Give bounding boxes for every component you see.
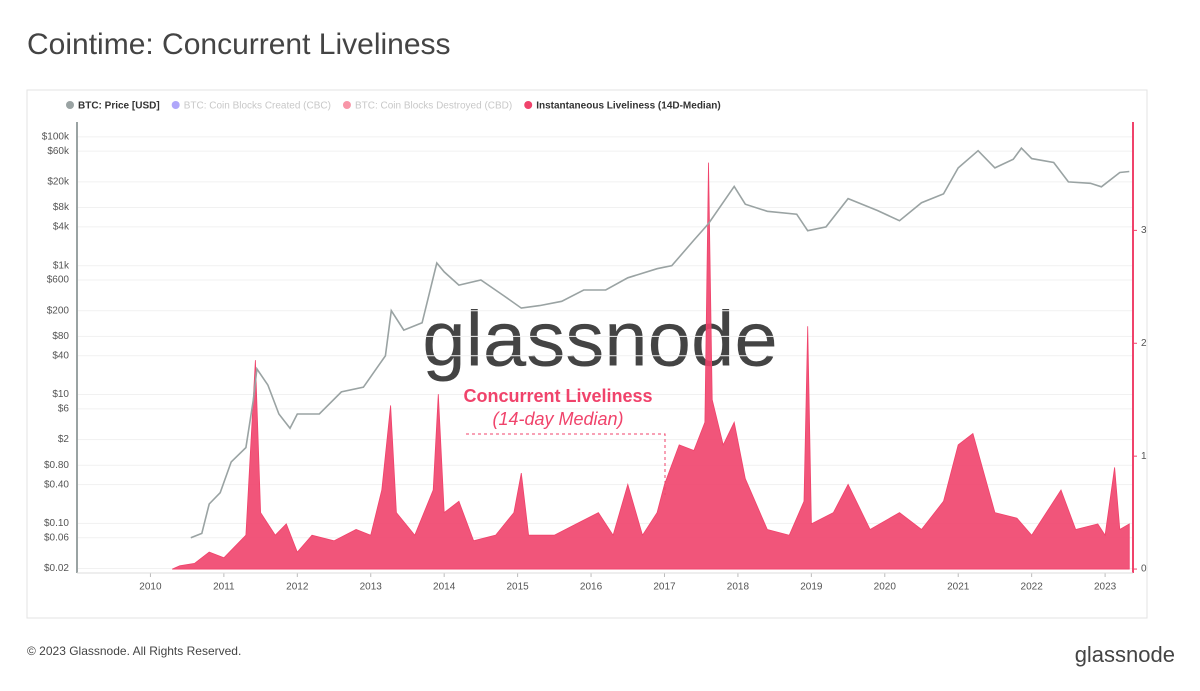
legend-swatch <box>342 101 351 109</box>
watermark: glassnode <box>422 295 778 383</box>
x-tick-label: 2015 <box>506 582 529 593</box>
y-tick-label: $200 <box>47 305 70 316</box>
annotation-leader <box>466 433 666 495</box>
y-tick-label: $4k <box>53 222 70 233</box>
x-tick-label: 2017 <box>653 582 676 593</box>
y-tick-label: $1k <box>53 260 70 271</box>
legend-label: BTC: Price [USD] <box>78 101 160 112</box>
x-tick-label: 2012 <box>286 582 309 593</box>
x-tick-label: 2010 <box>139 582 162 593</box>
y-tick-label: $100k <box>42 131 70 142</box>
legend-item[interactable]: BTC: Coin Blocks Created (CBC) <box>171 101 331 112</box>
legend-label: BTC: Coin Blocks Destroyed (CBD) <box>355 101 512 112</box>
y-tick-label: $2 <box>58 434 70 445</box>
legend-item[interactable]: Instantaneous Liveliness (14D-Median) <box>524 101 721 112</box>
footer: © 2023 Glassnode. All Rights Reserved. <box>27 644 241 658</box>
y-tick-label: $0.06 <box>44 532 69 543</box>
legend-label: BTC: Coin Blocks Created (CBC) <box>184 101 331 112</box>
y-tick-label: $40 <box>52 350 69 361</box>
y-tick-label: $10 <box>52 389 69 400</box>
y-tick-label: $0.40 <box>44 479 69 490</box>
legend-swatch <box>171 101 180 109</box>
y-tick-label: $600 <box>47 275 70 286</box>
x-tick-label: 2022 <box>1021 582 1044 593</box>
y-tick-label: $6 <box>58 403 70 414</box>
chart-frame <box>26 89 1148 619</box>
price-line <box>190 146 1130 539</box>
y2-tick-label: 3 <box>1141 225 1147 236</box>
liveliness-area <box>172 162 1130 570</box>
legend-label: Instantaneous Liveliness (14D-Median) <box>536 101 721 112</box>
x-tick-label: 2019 <box>800 582 823 593</box>
y-tick-label: $20k <box>47 177 70 188</box>
chart-title: Cointime: Concurrent Liveliness <box>27 28 451 61</box>
y2-tick-label: 0 <box>1141 564 1147 575</box>
y2-tick-label: 1 <box>1141 451 1147 462</box>
y-tick-label: $0.80 <box>44 460 69 471</box>
y-tick-label: $80 <box>52 331 69 342</box>
legend-swatch <box>66 101 74 109</box>
legend-item[interactable]: BTC: Price [USD] <box>66 101 160 112</box>
brand-logo: glassnode <box>1075 642 1175 667</box>
x-tick-label: 2013 <box>360 582 383 593</box>
y-tick-label: $8k <box>53 202 70 213</box>
x-tick-label: 2011 <box>213 582 235 593</box>
x-tick-label: 2018 <box>727 582 750 593</box>
legend-swatch <box>524 101 533 109</box>
y-tick-label: $60k <box>47 146 70 157</box>
x-tick-label: 2023 <box>1094 582 1117 593</box>
legend-item[interactable]: BTC: Coin Blocks Destroyed (CBD) <box>342 101 512 112</box>
x-tick-label: 2014 <box>433 582 456 593</box>
y-tick-label: $0.02 <box>44 563 69 574</box>
x-tick-label: 2021 <box>947 582 970 593</box>
y2-tick-label: 2 <box>1141 338 1147 349</box>
annotation-subtitle: (14-day Median) <box>492 409 623 429</box>
annotation-title: Concurrent Liveliness <box>463 386 652 406</box>
y-tick-label: $0.10 <box>44 518 69 529</box>
x-tick-label: 2020 <box>874 582 897 593</box>
x-tick-label: 2016 <box>580 582 603 593</box>
